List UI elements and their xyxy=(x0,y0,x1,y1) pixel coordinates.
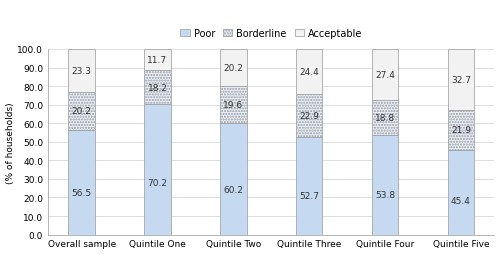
Bar xyxy=(68,50,95,93)
Text: 21.9: 21.9 xyxy=(451,126,471,135)
Text: 56.5: 56.5 xyxy=(72,188,92,197)
Text: 53.8: 53.8 xyxy=(375,190,395,199)
Text: 60.2: 60.2 xyxy=(224,186,244,195)
Text: 45.4: 45.4 xyxy=(451,197,471,205)
Text: 11.7: 11.7 xyxy=(148,56,168,65)
Bar xyxy=(296,95,322,137)
Bar xyxy=(144,50,171,71)
Bar xyxy=(296,50,322,95)
Bar xyxy=(372,135,398,235)
Bar xyxy=(68,130,95,235)
Bar xyxy=(68,93,95,130)
Text: 27.4: 27.4 xyxy=(375,71,395,80)
Bar xyxy=(220,87,246,123)
Bar xyxy=(448,151,474,235)
Text: 18.8: 18.8 xyxy=(375,113,395,122)
Text: 19.6: 19.6 xyxy=(224,101,244,110)
Text: 52.7: 52.7 xyxy=(299,191,319,200)
Bar xyxy=(296,137,322,235)
Text: 32.7: 32.7 xyxy=(451,75,471,85)
Y-axis label: (% of households): (% of households) xyxy=(6,102,15,183)
Text: 20.2: 20.2 xyxy=(72,107,92,116)
Text: 18.2: 18.2 xyxy=(148,84,168,92)
Bar xyxy=(144,71,171,105)
Bar xyxy=(372,50,398,100)
Bar xyxy=(220,50,246,87)
Legend: Poor, Borderline, Acceptable: Poor, Borderline, Acceptable xyxy=(176,25,366,43)
Text: 20.2: 20.2 xyxy=(224,64,244,73)
Bar xyxy=(220,123,246,235)
Text: 22.9: 22.9 xyxy=(299,112,319,121)
Bar xyxy=(372,100,398,135)
Text: 70.2: 70.2 xyxy=(148,178,168,187)
Text: 24.4: 24.4 xyxy=(300,68,319,77)
Bar xyxy=(448,110,474,151)
Bar xyxy=(448,50,474,110)
Bar xyxy=(144,105,171,235)
Text: 23.3: 23.3 xyxy=(72,67,92,76)
